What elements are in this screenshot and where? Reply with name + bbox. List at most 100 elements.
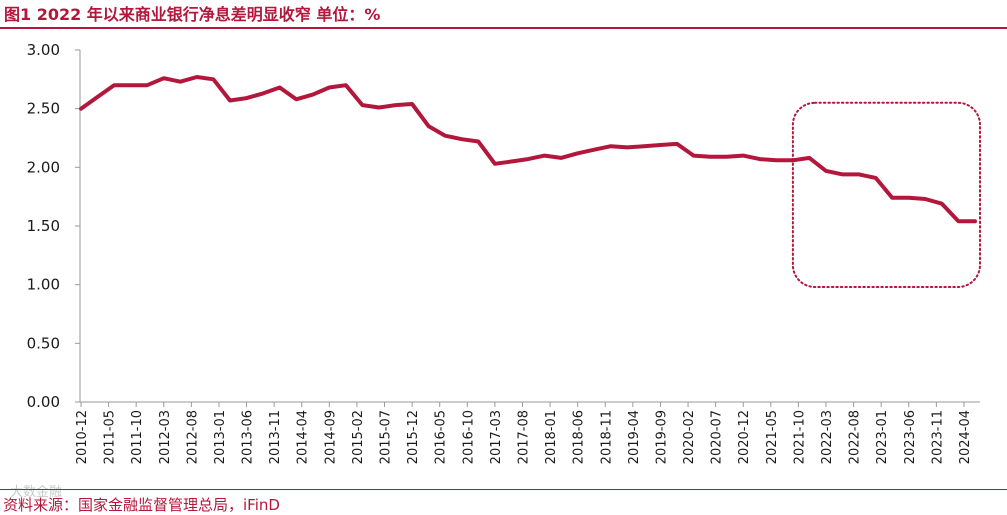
- x-tick-label: 2014-04: [296, 410, 311, 464]
- x-tick-label: 2011-05: [103, 410, 118, 464]
- x-tick-label: 2015-02: [351, 410, 366, 464]
- x-tick-label: 2012-03: [158, 410, 173, 464]
- data-point: [807, 156, 811, 160]
- data-point: [178, 80, 182, 84]
- data-point: [129, 83, 133, 87]
- y-tick-label: 0.50: [27, 334, 60, 352]
- x-axis: 2010-12 2011-05 2011-10 2012-03 2012-08 2013-…: [75, 401, 980, 464]
- data-point: [940, 202, 944, 206]
- x-tick-label: 2021-10: [792, 410, 807, 464]
- x-tick-label: 2012-08: [185, 410, 200, 464]
- data-point: [145, 83, 149, 87]
- data-point: [874, 176, 878, 180]
- x-tick-label: 2015-07: [379, 410, 394, 464]
- data-point: [774, 158, 778, 162]
- x-tick-label: 2022-08: [848, 410, 863, 464]
- y-tick-label: 3.00: [27, 41, 60, 59]
- y-tick-label: 2.00: [27, 158, 60, 176]
- x-tick-label: 2010-12: [75, 410, 90, 464]
- data-point: [741, 154, 745, 158]
- title-divider: [0, 27, 1007, 29]
- data-point: [211, 77, 215, 81]
- data-point: [543, 154, 547, 158]
- data-point: [294, 97, 298, 101]
- highlight-box: [791, 101, 982, 289]
- x-tick-label: 2013-01: [213, 410, 228, 464]
- watermark: 大数金融: [10, 485, 63, 500]
- x-tick-label: 2019-09: [654, 410, 669, 464]
- data-point: [890, 196, 894, 200]
- data-point: [559, 156, 563, 160]
- x-tick-label: 2014-09: [323, 410, 338, 464]
- data-point: [576, 151, 580, 155]
- chart-title: 图1 2022 年以来商业银行净息差明显收窄 单位：%: [4, 5, 381, 24]
- data-point: [79, 107, 83, 111]
- x-tick-label: 2013-06: [241, 410, 256, 464]
- data-point: [278, 86, 282, 90]
- data-point: [311, 93, 315, 97]
- data-point: [410, 102, 414, 106]
- y-tick-label: 1.00: [27, 276, 60, 294]
- x-tick-label: 2018-01: [544, 410, 559, 464]
- x-tick-label: 2021-05: [765, 410, 780, 464]
- line-chart: 0.00 0.50 1.00 1.50 2.00 2.50 3.00 2010-12 2011…: [27, 41, 982, 464]
- y-tick-label: 0.00: [27, 393, 60, 411]
- data-point: [708, 155, 712, 159]
- data-point: [658, 143, 662, 147]
- x-tick-label: 2023-11: [930, 410, 945, 464]
- data-point: [956, 219, 960, 223]
- annotation-layer: [791, 101, 982, 289]
- data-point: [327, 86, 331, 90]
- data-point: [228, 98, 232, 102]
- data-point: [476, 140, 480, 144]
- x-tick-label: 2024-04: [958, 410, 973, 464]
- series-line: [79, 75, 977, 224]
- x-tick-label: 2017-03: [489, 410, 504, 464]
- data-point: [96, 95, 100, 99]
- data-point: [245, 96, 249, 100]
- source-divider: [0, 489, 1007, 490]
- series-layer: [79, 75, 977, 224]
- data-point: [162, 76, 166, 80]
- x-tick-label: 2013-11: [268, 410, 283, 464]
- x-tick-label: 2023-01: [875, 410, 890, 464]
- x-tick-label: 2019-04: [627, 410, 642, 464]
- data-point: [857, 172, 861, 176]
- x-tick-label: 2015-12: [406, 410, 421, 464]
- y-tick-label: 2.50: [27, 100, 60, 118]
- data-point: [642, 144, 646, 148]
- data-point: [493, 162, 497, 166]
- x-tick-label: 2018-11: [599, 410, 614, 464]
- x-tick-label: 2018-06: [572, 410, 587, 464]
- x-tick-label: 2020-07: [710, 410, 725, 464]
- data-point: [625, 145, 629, 149]
- y-axis: 0.00 0.50 1.00 1.50 2.00 2.50 3.00: [27, 41, 81, 411]
- data-point: [344, 83, 348, 87]
- x-tick-label: 2017-08: [516, 410, 531, 464]
- data-point: [112, 83, 116, 87]
- data-point: [725, 155, 729, 159]
- data-point: [195, 75, 199, 79]
- data-point: [509, 159, 513, 163]
- data-point: [609, 144, 613, 148]
- x-tick-label: 2020-02: [682, 410, 697, 464]
- data-point: [758, 157, 762, 161]
- x-tick-label: 2011-10: [130, 410, 145, 464]
- x-tick-label: 2020-12: [737, 410, 752, 464]
- data-point: [692, 154, 696, 158]
- y-tick-label: 1.50: [27, 217, 60, 235]
- data-point: [427, 124, 431, 128]
- data-point: [841, 172, 845, 176]
- data-point: [443, 134, 447, 138]
- data-point: [592, 148, 596, 152]
- data-point: [675, 142, 679, 146]
- x-tick-label: 2022-03: [820, 410, 835, 464]
- data-point: [973, 219, 977, 223]
- data-point: [907, 196, 911, 200]
- data-point: [261, 91, 265, 95]
- source-note: 资料来源：国家金融监督管理总局，iFinD: [3, 496, 280, 514]
- x-tick-label: 2023-06: [903, 410, 918, 464]
- data-point: [394, 103, 398, 107]
- x-tick-label: 2016-05: [434, 410, 449, 464]
- data-point: [360, 103, 364, 107]
